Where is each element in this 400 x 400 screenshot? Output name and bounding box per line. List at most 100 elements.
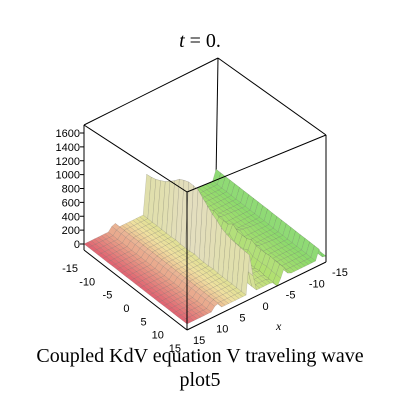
surface-patch [152,291,162,298]
surface-patch [104,249,114,256]
surface-patch [153,255,163,264]
surface-patch [170,178,180,241]
x-tick-label: 10 [216,324,228,336]
surface-patch [204,265,214,272]
surface-patch [214,207,224,214]
x-axis: -15 -10 -5 0 5 10 15 [193,267,348,347]
surface-patch [222,209,232,215]
z-tick-label: 600 [62,197,80,209]
y-tick-label: 10 [152,330,164,342]
surface-patch [283,256,293,263]
surface-patch [227,238,236,285]
surface-patch [202,308,212,315]
surface-patch [83,242,93,248]
surface-patch [181,300,191,307]
z-tick-label: 1600 [56,128,80,140]
x-tick-label: 0 [263,301,269,313]
surface-patch [175,291,185,298]
surface-patch [220,215,230,223]
z-tick-label: 1000 [56,170,80,182]
x-tick-label: -15 [332,267,348,279]
plot-title: t = 0. [0,30,400,53]
surface-patch [251,267,261,272]
surface-patch [232,216,242,223]
y-tick-label: -15 [62,263,78,275]
surface-patch [246,226,256,234]
z-tick-label: 800 [62,184,80,196]
surface-patch [177,314,187,321]
y-tick-label: 0 [123,303,129,315]
surface-patch [205,295,214,304]
z-tick-label: 400 [62,211,80,223]
surface-patch [187,274,197,281]
surface-patch [189,267,199,274]
x-tick-label: -10 [309,278,325,290]
surface-patch [185,251,195,257]
surface-patch [154,284,164,291]
surface-patch [237,291,247,298]
surface-patch [126,226,136,233]
title-value: = 0. [184,30,221,52]
surface-patch [234,209,244,216]
y-tick-label: -10 [79,276,95,288]
surface-patch [216,301,226,308]
caption-line-1: Coupled KdV equation V traveling wave [36,345,364,367]
surface-patch [149,275,158,282]
surface-patch [128,267,137,274]
surface-patch [235,215,245,221]
surface-patch [225,202,235,209]
surface-patch [130,260,140,267]
plot-box-front [83,124,327,331]
x-tick-label: -5 [286,290,296,302]
surface-patch [274,249,284,256]
surface-patch [268,239,278,247]
surface-patch [272,256,282,262]
y-tick-label: 15 [169,343,181,355]
surface-patch [254,282,264,289]
surface-patch [183,257,193,265]
surface-patch [162,233,172,239]
surface-patch [243,238,252,251]
surface-patch [117,233,127,244]
title-variable: t [179,30,185,52]
surface-patch [262,231,272,238]
y-axis: -15-10 -5 05 10 15 [62,263,181,355]
surface-patch [111,263,121,270]
surface-patch [289,265,299,272]
surface-patch [310,245,320,262]
surface-patch [260,275,270,280]
surface-patch [220,299,230,306]
surface-patch [101,233,110,240]
surface-patch [150,258,159,269]
surface-patch [307,257,316,264]
surface-patch [170,282,179,289]
surface-patch [155,236,165,243]
surface-patch [172,270,182,278]
surface-patch [238,207,247,214]
surface-patch [245,194,254,211]
surface-patch [144,289,154,296]
surface-patch [139,285,149,292]
surface-patch [156,180,166,230]
z-tick-label: 1200 [56,156,80,168]
surface-patch [264,224,274,231]
z-tick-label: 1400 [56,142,80,154]
surface-patch [228,200,238,207]
surface-patch [170,252,180,259]
surface-mesh [83,168,327,325]
z-tick-label: 200 [62,225,80,237]
plot-box-back [83,57,327,181]
surface-patch [194,270,204,277]
surface-patch [134,228,144,235]
surface-patch [135,216,145,223]
surface-patch [151,268,161,275]
x-tick-label: 15 [193,335,205,347]
surface-patch [139,232,149,239]
surface-patch [166,249,176,255]
surface-patch [127,250,137,256]
surface-patch [214,290,224,297]
surface-patch [125,274,135,281]
surface-patch [213,219,222,274]
